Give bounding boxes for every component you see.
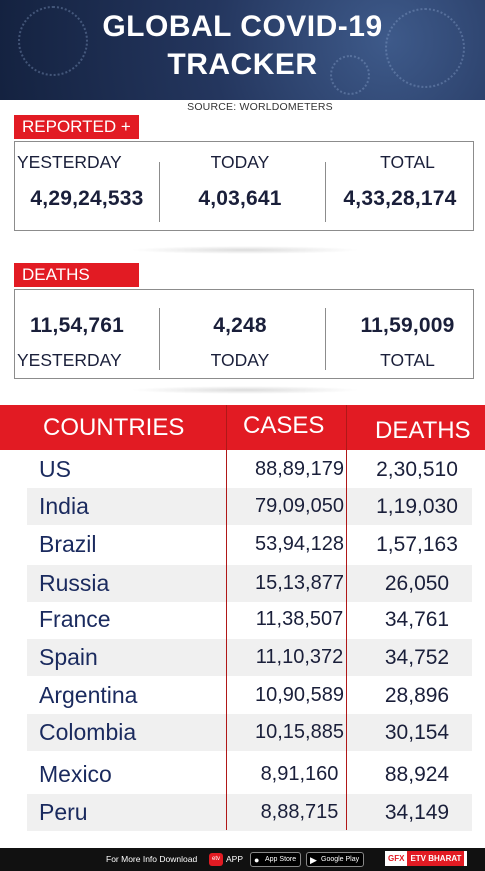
deaths-today-label: TODAY <box>210 350 270 370</box>
row-country: US <box>39 456 71 482</box>
app-store-label: App Store <box>265 856 297 863</box>
deaths-total-value: 11,59,009 <box>360 314 455 337</box>
reported-yesterday-value: 4,29,24,533 <box>30 187 144 210</box>
deaths-today-value: 4,248 <box>213 314 267 337</box>
source-label: SOURCE: WORLDOMETERS <box>187 101 333 113</box>
table-row: France 11,38,507 34,761 <box>27 601 472 638</box>
reported-today-value: 4,03,641 <box>198 187 282 210</box>
page-title: GLOBAL COVID-19 TRACKER <box>0 8 485 84</box>
table-row: US 88,89,179 2,30,510 <box>27 451 472 488</box>
divider <box>159 162 160 222</box>
divider <box>325 308 326 370</box>
row-deaths: 1,57,163 <box>376 533 458 556</box>
title-line-1: GLOBAL COVID-19 <box>102 10 383 43</box>
deaths-tag: DEATHS <box>14 263 139 287</box>
row-country: Colombia <box>39 719 137 745</box>
gfx-label: GFX <box>388 854 405 863</box>
header-cases: CASES <box>243 412 325 439</box>
table-row: Argentina 10,90,589 28,896 <box>27 677 472 714</box>
header-deaths: DEATHS <box>375 417 471 444</box>
row-cases: 79,09,050 <box>255 495 344 517</box>
header-countries: COUNTRIES <box>43 414 185 441</box>
row-deaths: 28,896 <box>384 684 450 707</box>
deaths-total-label: TOTAL <box>380 350 435 370</box>
table-row: Mexico 8,91,160 88,924 <box>27 756 472 793</box>
reported-yesterday-label: YESTERDAY <box>17 152 122 172</box>
row-cases: 11,38,507 <box>255 608 344 630</box>
google-play-label: Google Play <box>321 856 360 863</box>
row-country: Brazil <box>39 531 97 557</box>
reported-panel: YESTERDAY TODAY TOTAL 4,29,24,533 4,03,6… <box>14 141 474 231</box>
table-header: COUNTRIES CASES DEATHS <box>0 405 485 450</box>
row-country: Argentina <box>39 682 138 708</box>
row-country: Spain <box>39 644 98 670</box>
row-deaths: 2,30,510 <box>376 458 458 481</box>
row-deaths: 34,752 <box>384 646 450 669</box>
google-play-icon: ▶ <box>310 855 317 865</box>
row-deaths: 30,154 <box>384 721 450 744</box>
row-deaths: 26,050 <box>384 572 450 595</box>
row-deaths: 34,761 <box>384 608 450 631</box>
table-row: Peru 8,88,715 34,149 <box>27 794 472 831</box>
footer-more-info: For More Info Download <box>106 854 198 864</box>
column-divider <box>346 405 347 830</box>
row-cases: 8,91,160 <box>260 763 339 785</box>
table-row: Brazil 53,94,128 1,57,163 <box>27 526 472 563</box>
google-play-badge[interactable]: ▶ Google Play <box>306 852 365 867</box>
app-store-badge[interactable]: ● App Store <box>250 852 302 867</box>
row-country: Russia <box>39 570 110 596</box>
header-banner: GLOBAL COVID-19 TRACKER <box>0 0 485 100</box>
row-deaths: 88,924 <box>384 763 450 786</box>
deaths-yesterday-label: YESTERDAY <box>17 350 122 370</box>
row-cases: 15,13,877 <box>255 572 344 594</box>
footer: For More Info Download etv APP ● App Sto… <box>0 848 485 871</box>
column-divider <box>226 405 227 830</box>
row-country: France <box>39 606 111 632</box>
row-country: Peru <box>39 799 88 825</box>
virus-icon <box>385 8 465 88</box>
gfx-brand: GFX ETV BHARAT <box>385 851 468 866</box>
apple-icon: ● <box>254 855 260 865</box>
brand-label: ETV BHARAT <box>407 851 465 866</box>
table-row: Russia 15,13,877 26,050 <box>27 565 472 602</box>
divider <box>325 162 326 222</box>
row-deaths: 1,19,030 <box>376 495 458 518</box>
shadow <box>130 246 360 254</box>
reported-total-value: 4,33,28,174 <box>343 187 457 210</box>
row-cases: 8,88,715 <box>260 801 339 823</box>
table-row: Colombia 10,15,885 30,154 <box>27 714 472 751</box>
row-country: Mexico <box>39 761 112 787</box>
reported-total-label: TOTAL <box>380 152 435 172</box>
row-deaths: 34,149 <box>384 801 450 824</box>
row-cases: 10,90,589 <box>255 684 344 706</box>
virus-icon <box>330 55 370 95</box>
shadow <box>130 386 360 394</box>
footer-app-label: APP <box>226 854 244 864</box>
virus-icon <box>18 6 88 76</box>
table-row: India 79,09,050 1,19,030 <box>27 488 472 525</box>
row-cases: 10,15,885 <box>255 721 344 743</box>
divider <box>159 308 160 370</box>
row-cases: 53,94,128 <box>255 533 344 555</box>
deaths-yesterday-value: 11,54,761 <box>29 314 125 337</box>
table-row: Spain 11,10,372 34,752 <box>27 639 472 676</box>
row-country: India <box>39 493 89 519</box>
deaths-panel: 11,54,761 4,248 11,59,009 YESTERDAY TODA… <box>14 289 474 379</box>
title-line-2: TRACKER <box>167 48 318 81</box>
row-cases: 11,10,372 <box>255 646 344 668</box>
reported-tag: REPORTED + <box>14 115 139 139</box>
etv-app-icon: etv <box>209 853 223 866</box>
reported-today-label: TODAY <box>210 152 270 172</box>
row-cases: 88,89,179 <box>255 458 344 480</box>
